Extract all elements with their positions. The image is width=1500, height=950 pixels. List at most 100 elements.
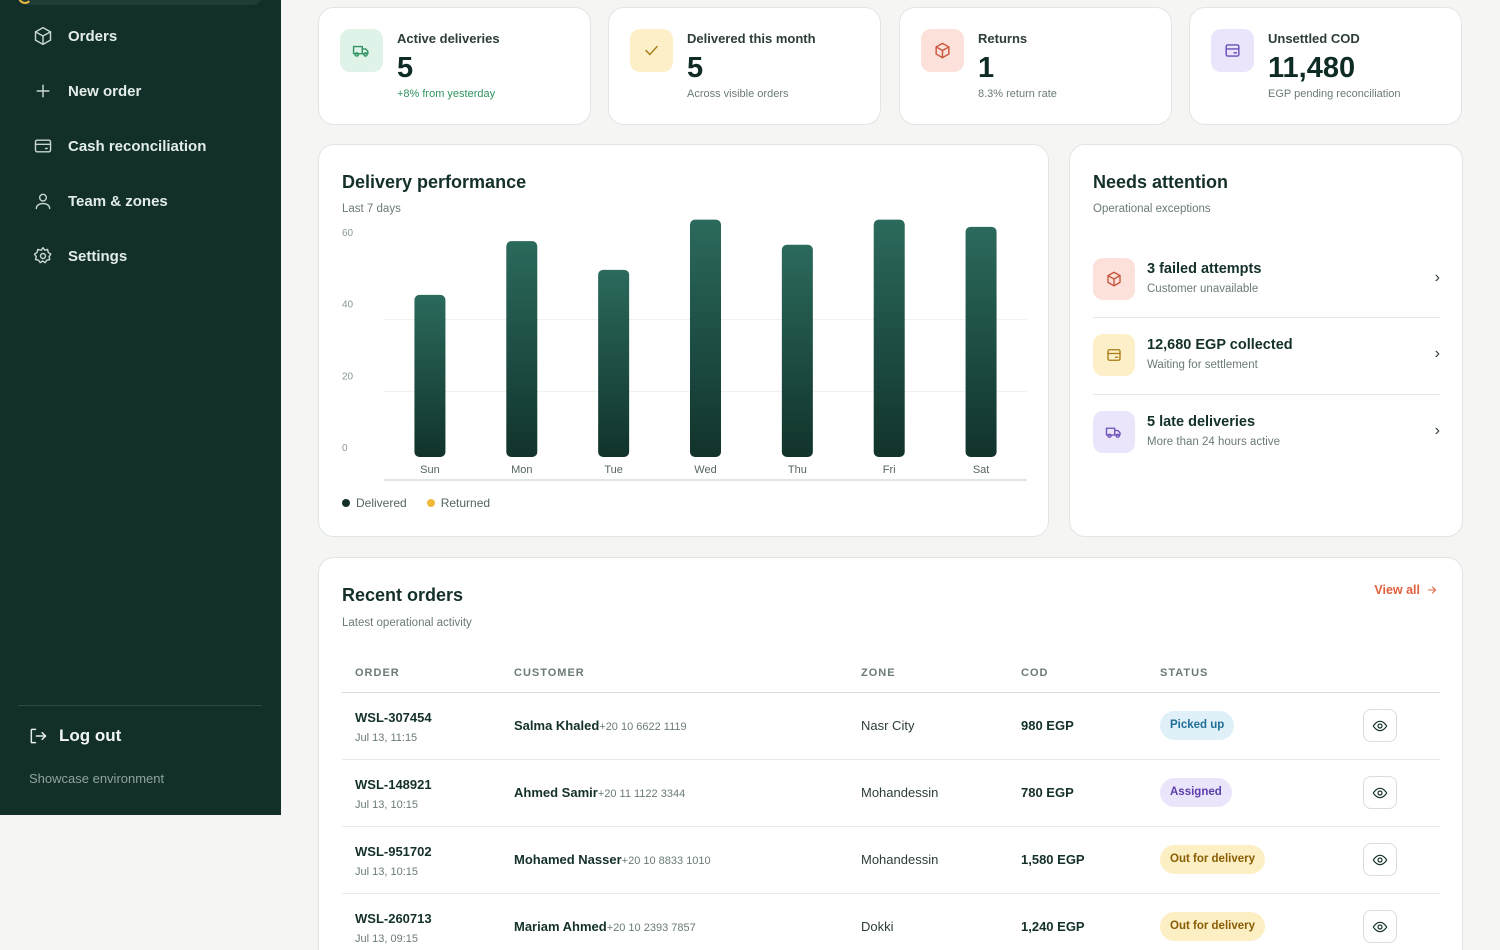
bar-delivered-thu[interactable] (781, 244, 813, 457)
bar-delivered-tue[interactable] (598, 269, 630, 457)
stat-value: 5 (397, 52, 414, 84)
table-row[interactable]: WSL-307454 Jul 13, 11:15 Salma Khaled+20… (342, 693, 1440, 760)
stat-card-delivered-month: Delivered this month 5 Across visible or… (608, 7, 881, 125)
attention-item-title: 3 failed attempts (1147, 261, 1262, 277)
customer-name: Mariam Ahmed (514, 919, 607, 934)
table-row[interactable]: WSL-148921 Jul 13, 10:15 Ahmed Samir+20 … (342, 760, 1440, 827)
chevron-right-icon: › (1434, 422, 1440, 439)
stat-icon-wrap (340, 29, 383, 72)
legend-label: Delivered (356, 496, 407, 510)
truck-icon (1105, 427, 1121, 438)
sidebar-item-team-zones[interactable]: Team & zones (18, 179, 262, 223)
chevron-right-icon: › (1434, 269, 1440, 286)
eye-icon (1372, 720, 1388, 731)
sidebar-item-label: New order (68, 82, 142, 100)
eye-icon (1372, 787, 1388, 798)
view-order-button[interactable] (1363, 709, 1397, 742)
x-tick-label: Mon (511, 464, 532, 476)
customer-name: Mohamed Nasser (514, 852, 622, 867)
logout-button[interactable]: Log out (28, 726, 121, 746)
order-id[interactable]: WSL-307454 (355, 710, 432, 725)
bar-delivered-mon[interactable] (506, 241, 538, 457)
stat-subtext: 8.3% return rate (978, 88, 1057, 100)
attention-item-title: 5 late deliveries (1147, 414, 1256, 430)
stat-value: 1 (978, 52, 995, 84)
order-id[interactable]: WSL-951702 (355, 844, 432, 859)
column-header-status[interactable]: STATUS (1160, 667, 1209, 679)
legend-item-returned: Returned (426, 496, 490, 510)
chart-subtitle: Last 7 days (342, 203, 401, 215)
legend-dot (342, 499, 350, 507)
customer-phone: +20 10 8833 1010 (621, 855, 711, 867)
attention-item-cod-collected[interactable]: 12,680 EGP collected Waiting for settlem… (1093, 317, 1440, 393)
order-time: Jul 13, 10:15 (355, 799, 418, 811)
stat-card-returns: Returns 1 8.3% return rate (899, 7, 1172, 125)
delivery-performance-card: Delivery performance Last 7 days 60 40 20 0… (318, 144, 1049, 537)
zone-cell: Mohandessin (861, 852, 939, 867)
view-all-link[interactable]: View all (1374, 583, 1438, 597)
customer-cell: Ahmed Samir+20 11 1122 3344 (514, 785, 685, 800)
arrow-right-icon (1428, 586, 1436, 594)
zone-cell: Nasr City (861, 718, 915, 733)
stat-subtext: +8% from yesterday (397, 88, 496, 100)
box-icon (18, 26, 68, 46)
stat-subtext: EGP pending reconciliation (1268, 88, 1401, 100)
orders-subtitle: Latest operational activity (342, 617, 472, 629)
sidebar-item-cash-reconciliation[interactable]: Cash reconciliation (18, 124, 262, 168)
sidebar-top-pill[interactable] (18, 0, 262, 5)
stat-icon-wrap (1211, 29, 1254, 72)
sidebar-item-new-order[interactable]: New order (18, 69, 262, 113)
bar-delivered-wed[interactable] (690, 219, 721, 457)
logout-label: Log out (59, 726, 122, 745)
zone-cell: Dokki (861, 919, 894, 934)
bar-delivered-fri[interactable] (873, 219, 905, 457)
attention-icon-wrap (1093, 334, 1135, 376)
customer-cell: Mohamed Nasser+20 10 8833 1010 (514, 852, 711, 867)
order-time: Jul 13, 10:15 (355, 866, 418, 878)
plus-icon (18, 81, 68, 101)
table-row[interactable]: WSL-951702 Jul 13, 10:15 Mohamed Nasser+… (342, 827, 1440, 894)
attention-item-late-deliveries[interactable]: 5 late deliveries More than 24 hours act… (1093, 394, 1440, 470)
y-tick-label: 0 (342, 443, 348, 454)
eye-icon (1372, 921, 1388, 932)
attention-item-sub: Customer unavailable (1147, 283, 1259, 295)
y-tick-label: 60 (342, 228, 354, 239)
wallet-icon (1107, 349, 1121, 361)
check-icon (645, 45, 658, 56)
view-order-button[interactable] (1363, 910, 1397, 943)
column-header-cod[interactable]: COD (1021, 667, 1049, 679)
bar-delivered-sat[interactable] (965, 226, 997, 457)
chevron-right-icon: › (1434, 345, 1440, 362)
sidebar-item-label: Orders (68, 27, 118, 45)
order-id[interactable]: WSL-148921 (355, 777, 432, 792)
table-header-divider (342, 692, 1440, 693)
customer-cell: Mariam Ahmed+20 10 2393 7857 (514, 919, 696, 934)
table-row[interactable]: WSL-260713 Jul 13, 09:15 Mariam Ahmed+20… (342, 894, 1440, 950)
attention-divider (1093, 394, 1440, 395)
sidebar-divider (18, 705, 262, 706)
attention-divider (1093, 317, 1440, 318)
needs-attention-card: Needs attention Operational exceptions 3… (1069, 144, 1463, 537)
sidebar-item-orders[interactable]: Orders (18, 14, 262, 58)
status-badge: Picked up (1160, 711, 1235, 740)
legend-dot (426, 499, 435, 507)
view-order-button[interactable] (1363, 776, 1397, 809)
stat-title: Active deliveries (397, 31, 500, 46)
legend-item-delivered: Delivered (342, 496, 407, 510)
chart-title: Delivery performance (342, 172, 527, 192)
stat-card-unsettled-cod: Unsettled COD 11,480 EGP pending reconci… (1189, 7, 1462, 125)
bar-delivered-sun[interactable] (414, 294, 446, 457)
stat-title: Delivered this month (687, 31, 816, 46)
order-id[interactable]: WSL-260713 (355, 911, 432, 926)
attention-item-failed-attempts[interactable]: 3 failed attempts Customer unavailable › (1093, 241, 1440, 317)
order-time: Jul 13, 09:15 (355, 933, 418, 945)
view-order-button[interactable] (1363, 843, 1397, 876)
column-header-order[interactable]: ORDER (355, 667, 400, 679)
customer-name: Salma Khaled (514, 718, 600, 733)
column-header-zone[interactable]: ZONE (861, 667, 896, 679)
sidebar-item-label: Team & zones (68, 192, 168, 210)
sidebar-item-settings[interactable]: Settings (18, 234, 262, 278)
column-header-customer[interactable]: CUSTOMER (514, 667, 585, 679)
attention-icon-wrap (1093, 411, 1135, 453)
y-tick-label: 20 (342, 371, 354, 382)
